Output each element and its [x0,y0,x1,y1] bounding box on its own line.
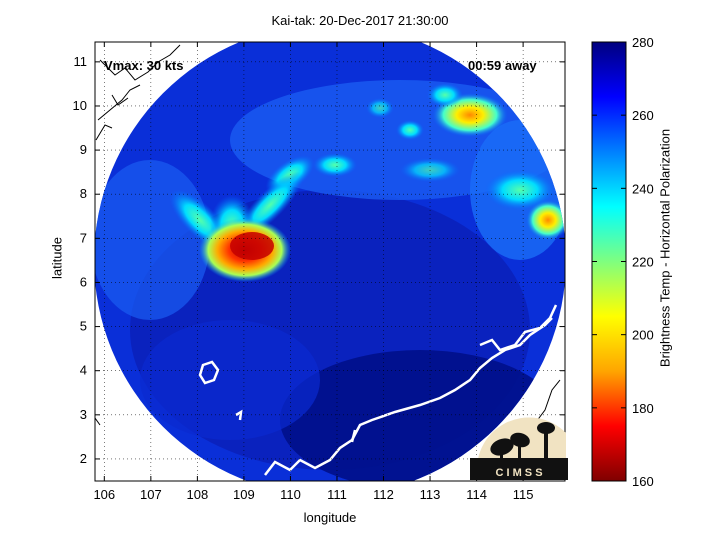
x-tick-label: 106 [93,487,115,502]
x-tick-label: 112 [373,487,394,502]
colorbar-tick-label: 180 [632,401,654,416]
colorbar-tick-label: 260 [632,108,654,123]
logo-text: C I M S S [495,467,542,479]
x-tick-label: 109 [233,487,255,502]
coastline [198,304,558,476]
y-tick-label: 2 [80,451,87,466]
y-tick-label: 8 [80,186,87,201]
plot-frame [94,41,566,482]
colorbar [591,41,627,482]
y-axis-label: latitude [49,237,65,279]
x-tick-label: 107 [140,487,162,502]
colorbar-tick-label: 280 [632,35,654,50]
brightness-temp-swath [95,42,565,481]
y-tick-label: 9 [80,142,87,157]
time-away-annotation: 00:59 away [468,58,537,73]
y-tick-label: 7 [80,230,87,245]
x-tick-label: 114 [466,487,487,502]
y-tick-label: 6 [80,274,87,289]
vmax-annotation: Vmax: 30 kts [104,58,184,73]
y-tick-label: 10 [73,98,87,113]
x-tick-label: 113 [420,487,441,502]
x-axis-ticks: 106 107 108 109 110 111 112 113 114 115 [93,42,533,502]
colorbar-tick-label: 200 [632,328,654,343]
y-tick-label: 11 [74,54,88,69]
cimss-logo: C I M S S [470,417,568,480]
y-tick-label: 5 [80,319,87,334]
colorbar-ticks: 280 260 240 220 200 180 160 [592,35,654,489]
x-axis-label: longitude [303,510,357,525]
colorbar-tick-label: 240 [632,181,654,196]
y-tick-label: 4 [80,363,87,378]
colorbar-tick-label: 220 [632,255,654,270]
x-tick-label: 111 [327,487,347,502]
colorbar-label: Brightness Temp - Horizontal Polarizatio… [657,128,673,368]
x-tick-label: 115 [513,487,534,502]
x-tick-label: 108 [187,487,209,502]
y-axis-ticks: 11 10 9 8 7 6 5 4 3 2 [73,54,565,466]
colorbar-tick-label: 160 [632,474,654,489]
x-tick-label: 110 [280,487,301,502]
y-tick-label: 3 [80,407,87,422]
chart-title: Kai-tak: 20-Dec-2017 21:30:00 [271,13,449,28]
